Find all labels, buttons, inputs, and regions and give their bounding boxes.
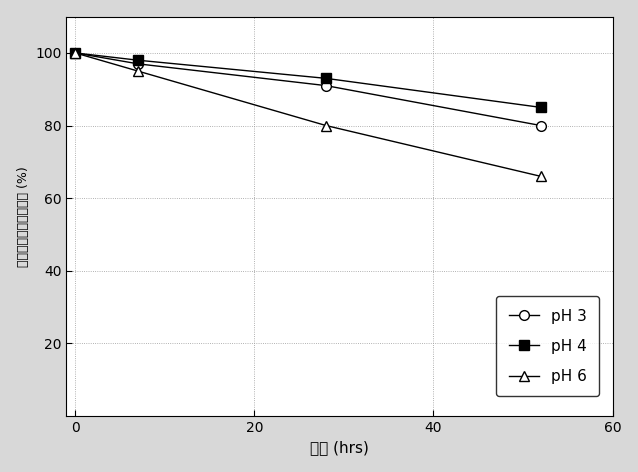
- pH 6: [134, 68, 142, 74]
- pH 6: [537, 174, 545, 179]
- pH 3: [71, 50, 79, 56]
- Line: pH 6: pH 6: [71, 48, 545, 181]
- Legend: pH 3, pH 4, pH 6: pH 3, pH 4, pH 6: [496, 296, 600, 396]
- pH 4: [71, 50, 79, 56]
- pH 4: [537, 105, 545, 110]
- pH 3: [134, 61, 142, 67]
- pH 4: [322, 76, 330, 81]
- Line: pH 4: pH 4: [71, 48, 545, 112]
- X-axis label: 時間 (hrs): 時間 (hrs): [310, 440, 369, 455]
- pH 6: [322, 123, 330, 128]
- pH 4: [134, 58, 142, 63]
- pH 3: [537, 123, 545, 128]
- Line: pH 3: pH 3: [71, 48, 545, 130]
- pH 6: [71, 50, 79, 56]
- pH 3: [322, 83, 330, 88]
- Y-axis label: プラスグレルアッセイ (%): プラスグレルアッセイ (%): [17, 166, 29, 267]
